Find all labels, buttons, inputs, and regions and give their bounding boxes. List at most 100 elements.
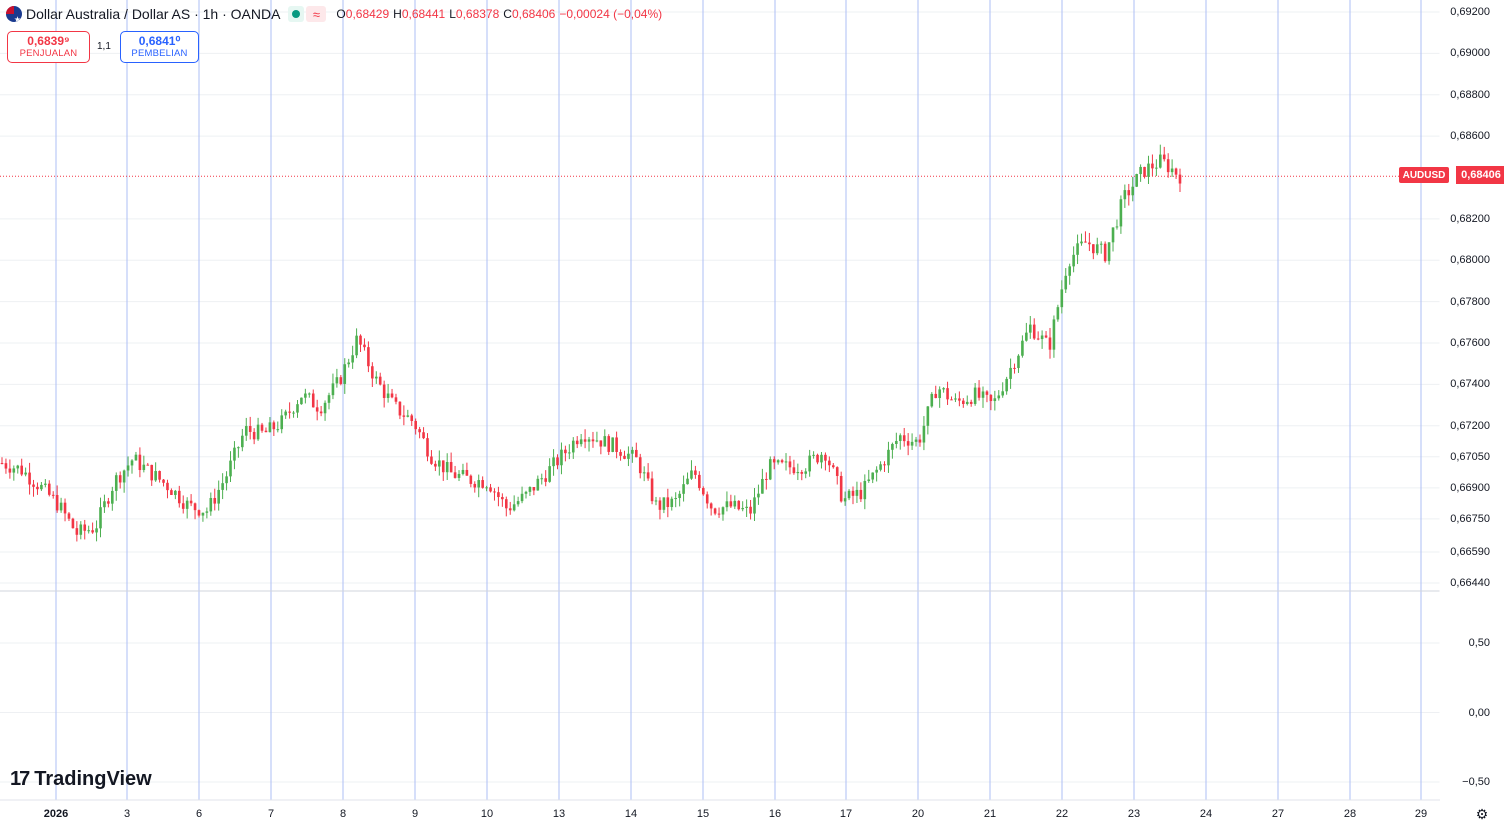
price-axis-label: 0,66590: [1450, 545, 1490, 558]
candle-body: [682, 484, 685, 494]
candle-body: [47, 483, 51, 495]
candle-body: [40, 484, 43, 490]
candle-body: [820, 454, 823, 463]
candlestick-series: [0, 144, 1182, 542]
candle-body: [386, 393, 390, 398]
symbol-title[interactable]: Dollar Australia / Dollar AS · 1h · OAND…: [26, 6, 281, 22]
price-axis-label: 0,66440: [1450, 577, 1490, 589]
candle-body: [477, 480, 481, 488]
gear-icon[interactable]: ⚙: [1475, 806, 1489, 822]
candle-body: [812, 454, 815, 456]
candle-body: [501, 497, 504, 500]
candle-body: [95, 528, 98, 533]
open-label: O: [336, 7, 346, 21]
candle-body: [1064, 275, 1068, 290]
candle-body: [394, 397, 398, 402]
candle-body: [674, 498, 678, 500]
tradingview-logo-icon: 17: [10, 768, 30, 790]
time-axis-label: 29: [1414, 808, 1428, 820]
change-value: −0,00024 (−0,04%): [559, 7, 663, 21]
vertical-gridlines: [55, 0, 1422, 800]
candle-body: [701, 488, 705, 495]
candle-body: [229, 460, 232, 477]
price-axis-label: 0,67400: [1450, 378, 1490, 391]
candle-body: [36, 486, 39, 490]
time-axis-label: 10: [480, 808, 494, 820]
close-label: C: [503, 7, 512, 21]
candle-body: [288, 411, 291, 413]
candle-body: [469, 475, 473, 484]
candle-body: [650, 478, 654, 502]
candle-body: [355, 335, 358, 356]
candle-body: [445, 462, 449, 473]
candle-body: [796, 472, 800, 474]
candle-body: [359, 335, 362, 345]
wave-icon[interactable]: ≈: [306, 6, 327, 22]
price-axis-label: 0,69000: [1450, 47, 1490, 60]
candle-body: [461, 469, 465, 474]
sell-button[interactable]: 0,6839⁹ PENJUALAN: [7, 31, 90, 63]
candle-body: [910, 441, 914, 446]
high-value: 0,68441: [401, 7, 446, 21]
candle-body: [276, 429, 280, 431]
candle-body: [256, 424, 260, 440]
candle-body: [1072, 254, 1075, 267]
time-axis-label: 8: [339, 808, 347, 820]
candle-body: [248, 426, 252, 432]
candle-body: [831, 465, 835, 468]
candle-body: [855, 489, 859, 496]
tradingview-logo[interactable]: 17 TradingView: [10, 768, 152, 791]
candle-body: [950, 399, 953, 401]
candle-body: [709, 503, 713, 509]
candle-body: [201, 512, 205, 516]
candle-body: [745, 506, 748, 508]
tradingview-logo-text: TradingView: [34, 768, 152, 790]
candle-body: [465, 469, 469, 476]
candle-body: [508, 508, 512, 511]
market-status-indicator[interactable]: [288, 6, 305, 22]
candle-body: [75, 528, 79, 535]
indicator-axis-label: 0,50: [1468, 637, 1490, 649]
candle-body: [954, 398, 957, 400]
candle-body: [591, 439, 595, 442]
candle-body: [540, 478, 544, 480]
buy-button[interactable]: 0,6841⁰ PEMBELIAN: [120, 31, 199, 63]
candle-body: [130, 460, 134, 466]
candle-body: [725, 501, 729, 508]
current-price-label: 0,68406: [1456, 166, 1504, 184]
candle-body: [339, 377, 343, 384]
price-axis-label: 0,69200: [1450, 6, 1490, 18]
candle-body: [284, 411, 287, 416]
candle-body: [564, 449, 567, 454]
candle-body: [528, 487, 532, 492]
candle-body: [792, 467, 796, 474]
candle-body: [642, 472, 646, 474]
candle-body: [772, 459, 776, 463]
candle-body: [311, 393, 315, 408]
candle-body: [571, 440, 575, 453]
price-axis-label: 0,67050: [1450, 450, 1490, 463]
candle-body: [997, 395, 1001, 399]
candle-body: [670, 498, 674, 508]
candle-body: [556, 457, 559, 466]
candle-body: [114, 475, 118, 491]
candle-body: [67, 513, 71, 519]
candle-body: [611, 437, 614, 452]
candle-body: [1143, 166, 1146, 177]
candle-body: [587, 439, 591, 442]
candle-body: [930, 393, 934, 407]
time-axis-label: 21: [983, 808, 997, 820]
candle-body: [300, 397, 303, 405]
market-open-dot-icon: [292, 10, 301, 18]
candle-body: [118, 475, 122, 483]
price-axis-label: 0,68800: [1450, 88, 1490, 101]
candle-body: [942, 388, 945, 390]
candle-body: [185, 500, 189, 509]
candle-body: [1013, 367, 1016, 369]
candle-body: [457, 473, 461, 478]
candle-body: [272, 422, 276, 430]
candle-body: [544, 478, 547, 482]
candle-body: [512, 504, 516, 511]
candle-body: [99, 507, 102, 529]
